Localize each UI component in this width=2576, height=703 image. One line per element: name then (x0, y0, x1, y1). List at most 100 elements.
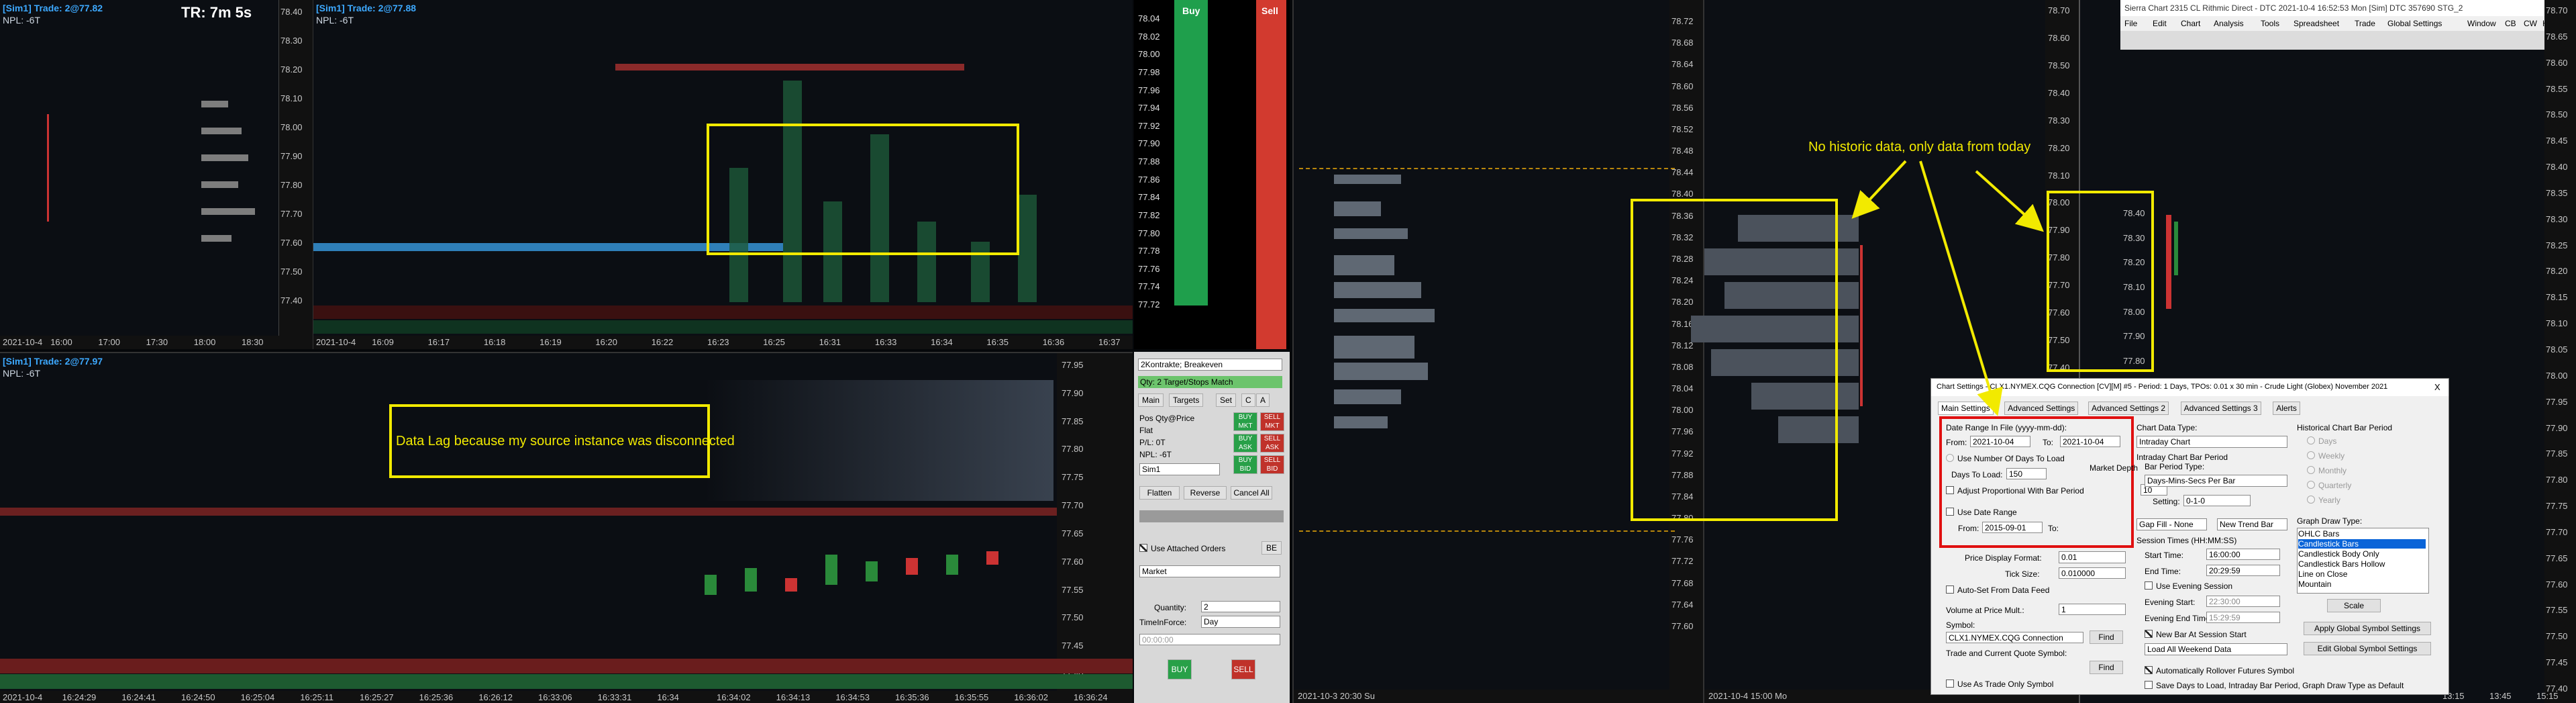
tab[interactable]: Main Settings (1938, 402, 1994, 415)
price-label: 78.40 (280, 7, 303, 17)
quantity[interactable]: 2 (1201, 601, 1280, 612)
dialog-find[interactable]: Find (2090, 630, 2123, 644)
time-label: 16:24:29 (62, 692, 97, 702)
dialog-price-format[interactable]: 0.01 (2059, 551, 2126, 563)
price-label: 78.40 (1671, 189, 1694, 199)
list-item[interactable]: Candlestick Body Only (2298, 549, 2379, 559)
list-item[interactable]: Candlestick Bars Hollow (2298, 559, 2385, 569)
tab[interactable]: Advanced Settings 2 (2088, 402, 2169, 415)
price-label: 78.28 (1671, 253, 1694, 264)
tab[interactable]: Advanced Settings 3 (2180, 402, 2261, 415)
menu-item[interactable]: Spreadsheet (2294, 19, 2340, 28)
order-button[interactable]: SELL ASK (1260, 434, 1284, 453)
dialog-use-days[interactable]: Use Number Of Days To Load (1946, 454, 2065, 463)
footprint-column (783, 81, 802, 302)
menu-item[interactable]: Chart (2181, 19, 2201, 28)
reverse-button[interactable]: Reverse (1184, 486, 1227, 500)
radio-option[interactable]: Quarterly (2307, 481, 2351, 490)
dialog-vap[interactable]: 1 (2059, 604, 2126, 615)
radio-option[interactable]: Monthly (2307, 466, 2347, 475)
be-button[interactable]: BE (1261, 541, 1282, 555)
menu-item[interactable]: Window (2467, 19, 2496, 28)
dialog-apply-global[interactable]: Apply Global Symbol Settings (2304, 622, 2431, 635)
tab[interactable]: A (1256, 393, 1270, 407)
dialog-new-trend[interactable]: New Trend Bar (2217, 518, 2287, 530)
radio-option[interactable]: Weekly (2307, 451, 2345, 461)
dialog-end[interactable]: 20:29:59 (2206, 565, 2280, 576)
cancel-all-button[interactable]: Cancel All (1231, 486, 1272, 500)
menu-item[interactable]: Global Settings (2387, 19, 2442, 28)
window-title: Sierra Chart 2315 CL Rithmic Direct - DT… (2124, 3, 2463, 13)
close-button[interactable]: X (2434, 382, 2440, 392)
dialog-start[interactable]: 16:00:00 (2206, 549, 2280, 560)
account[interactable]: Sim1 (1139, 463, 1220, 475)
dialog-save-days[interactable]: Save Days to Load, Intraday Bar Period, … (2145, 681, 2404, 690)
dialog-from2[interactable]: 2015-09-01 (1982, 522, 2043, 533)
tab[interactable]: Alerts (2273, 402, 2300, 415)
price-label: 77.45 (2546, 657, 2568, 668)
menu-item[interactable]: CB (2505, 19, 2516, 28)
dialog-new-bar[interactable]: New Bar At Session Start (2145, 630, 2247, 639)
flatten-button[interactable]: Flatten (1139, 486, 1180, 500)
price-label: 78.00 (2546, 370, 2568, 381)
dialog-symbol[interactable]: CLX1.NYMEX.CQG Connection (1946, 632, 2083, 643)
tif[interactable]: Day (1201, 616, 1280, 628)
order-button[interactable]: SELL BID (1260, 455, 1284, 474)
account-select[interactable]: 2Kontrakte; Breakeven (1138, 359, 1282, 371)
menu-item[interactable]: CW (2524, 19, 2537, 28)
tab[interactable]: Advanced Settings (2004, 402, 2079, 415)
dialog-load-weekend[interactable]: Load All Weekend Data (2145, 643, 2287, 655)
order-button[interactable]: BUY BID (1233, 455, 1257, 474)
dialog-find2[interactable]: Find (2090, 661, 2123, 674)
dialog-trade-only[interactable]: Use As Trade Only Symbol (1946, 679, 2053, 689)
price-label: 78.52 (1671, 124, 1694, 134)
menu-item[interactable]: Trade (2355, 19, 2375, 28)
order-button[interactable]: BUY MKT (1233, 412, 1257, 431)
dialog-use-date-range[interactable]: Use Date Range (1946, 508, 2017, 517)
dialog-from[interactable]: 2021-10-04 (1970, 436, 2030, 447)
order-button[interactable]: BUY ASK (1233, 434, 1257, 453)
dialog-edit-global[interactable]: Edit Global Symbol Settings (2304, 642, 2431, 655)
dialog-to[interactable]: 2021-10-04 (2060, 436, 2120, 447)
menu-item[interactable]: Tools (2261, 19, 2280, 28)
attached-orders[interactable]: Use Attached Orders (1139, 544, 1225, 553)
dialog-adjust-value[interactable]: 10 (2141, 484, 2167, 496)
buy-button[interactable]: BUY (1168, 659, 1192, 679)
dialog-evening-start[interactable]: 22:30:00 (2206, 596, 2280, 607)
menu-item[interactable]: Analysis (2214, 19, 2244, 28)
dialog-chart-data-type[interactable]: Intraday Chart (2136, 436, 2287, 448)
price-label: 77.96 (1671, 426, 1694, 437)
dialog-tick-size[interactable]: 0.010000 (2059, 567, 2126, 579)
dialog-days[interactable]: 150 (2006, 468, 2047, 479)
volume-profile (1334, 336, 1414, 359)
dialog-use-evening[interactable]: Use Evening Session (2145, 581, 2232, 591)
list-item[interactable]: Candlestick Bars (2298, 539, 2426, 549)
price-label: 77.72 (1138, 299, 1160, 310)
dialog-setting[interactable]: 0-1-0 (2183, 495, 2251, 506)
tab[interactable]: Main (1138, 393, 1164, 407)
order-button[interactable]: SELL MKT (1260, 412, 1284, 431)
quantity-label: Quantity: (1154, 603, 1187, 612)
dialog-scale[interactable]: Scale (2327, 599, 2381, 612)
radio-option[interactable]: Days (2307, 436, 2336, 446)
dialog-auto-set[interactable]: Auto-Set From Data Feed (1946, 585, 2049, 595)
tab[interactable]: Targets (1169, 393, 1204, 407)
menu-item[interactable]: Edit (2153, 19, 2167, 28)
order-type[interactable]: Market (1139, 565, 1280, 577)
dialog-auto-rollover[interactable]: Automatically Rollover Futures Symbol (2145, 666, 2294, 675)
tab[interactable]: C (1241, 393, 1255, 407)
tab[interactable]: Set (1216, 393, 1237, 407)
radio-option[interactable]: Yearly (2307, 496, 2340, 505)
dialog-gap-fill[interactable]: Gap Fill - None (2136, 518, 2207, 530)
list-item[interactable]: Mountain (2298, 579, 2332, 589)
list-item[interactable]: OHLC Bars (2298, 529, 2340, 538)
dialog-bar-period-type[interactable]: Days-Mins-Secs Per Bar (2145, 475, 2287, 487)
dialog-evening-end[interactable]: 15:29:59 (2206, 612, 2280, 623)
menu-item[interactable]: File (2124, 19, 2138, 28)
sell-button[interactable]: SELL (1231, 659, 1255, 679)
dialog-adjust[interactable]: Adjust Proportional With Bar Period (1946, 486, 2084, 496)
volume-profile (1691, 316, 1859, 342)
price-label: 78.20 (1671, 297, 1694, 308)
list-item[interactable]: Line on Close (2298, 569, 2348, 579)
price-label: 77.72 (1671, 556, 1694, 567)
